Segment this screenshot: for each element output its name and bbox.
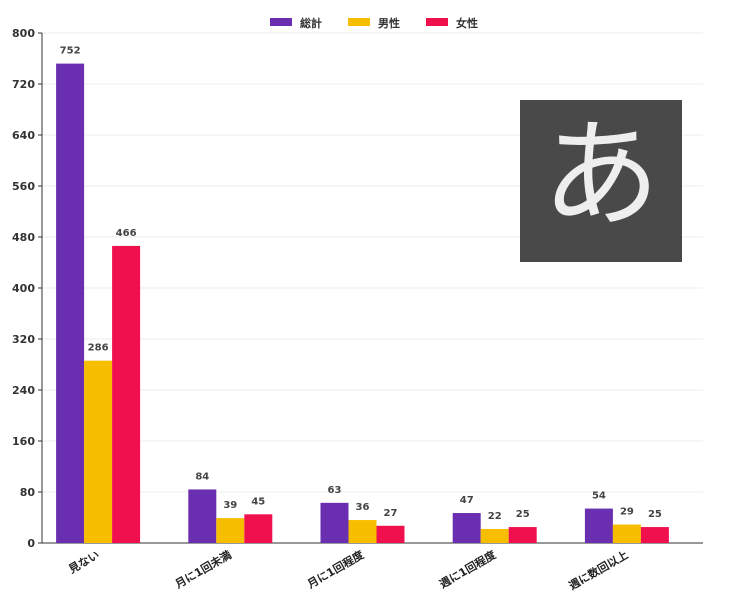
data-label: 286: [88, 343, 109, 354]
data-label: 47: [460, 495, 474, 506]
bar-0-1: [188, 489, 217, 543]
legend-entry: 総計: [300, 16, 322, 30]
data-label: 25: [516, 509, 530, 520]
y-tick-label: 400: [12, 282, 35, 295]
x-tick-label: 月に1回未満: [172, 547, 234, 591]
data-label: 752: [60, 46, 81, 57]
y-tick-label: 160: [12, 435, 35, 448]
bar-0-3: [452, 513, 481, 543]
bar-1-1: [216, 518, 245, 543]
x-tick-label: 週に1回程度: [437, 547, 499, 591]
data-label: 45: [251, 496, 265, 507]
y-tick-label: 800: [12, 27, 35, 40]
data-label: 25: [648, 509, 662, 520]
data-label: 36: [356, 502, 370, 513]
x-tick-label: 週に数回以上: [566, 547, 630, 592]
bar-2-0: [112, 245, 141, 544]
data-label: 63: [328, 485, 342, 496]
data-label: 27: [384, 508, 398, 519]
data-label: 466: [116, 228, 137, 239]
bar-2-3: [508, 527, 537, 543]
y-tick-label: 560: [12, 180, 35, 193]
bar-0-0: [56, 63, 85, 543]
bar-2-1: [244, 514, 273, 543]
bar-1-2: [348, 520, 377, 543]
data-label: 54: [592, 491, 606, 502]
bar-2-4: [640, 527, 669, 543]
bar-1-3: [480, 528, 509, 543]
ime-mode-indicator: あ: [520, 100, 682, 262]
bar-2-2: [376, 525, 405, 543]
y-tick-label: 480: [12, 231, 35, 244]
data-label: 22: [488, 511, 502, 522]
bar-1-4: [612, 524, 641, 543]
bar-0-4: [584, 508, 613, 543]
data-label: 39: [223, 500, 237, 511]
data-label: 29: [620, 507, 634, 518]
legend-entry: 女性: [456, 16, 478, 30]
legend-swatch: [348, 18, 370, 26]
x-tick-label: 月に1回程度: [304, 547, 367, 591]
y-tick-label: 240: [12, 384, 35, 397]
bar-0-2: [320, 502, 349, 543]
y-tick-label: 720: [12, 78, 35, 91]
y-tick-label: 80: [20, 486, 36, 499]
legend-swatch: [426, 18, 448, 26]
y-tick-label: 640: [12, 129, 35, 142]
x-tick-label: 見ない: [66, 548, 102, 576]
bar-1-0: [84, 360, 113, 543]
legend-swatch: [270, 18, 292, 26]
legend-entry: 男性: [378, 16, 400, 30]
y-tick-label: 0: [27, 537, 35, 550]
y-tick-label: 320: [12, 333, 35, 346]
data-label: 84: [195, 471, 209, 482]
